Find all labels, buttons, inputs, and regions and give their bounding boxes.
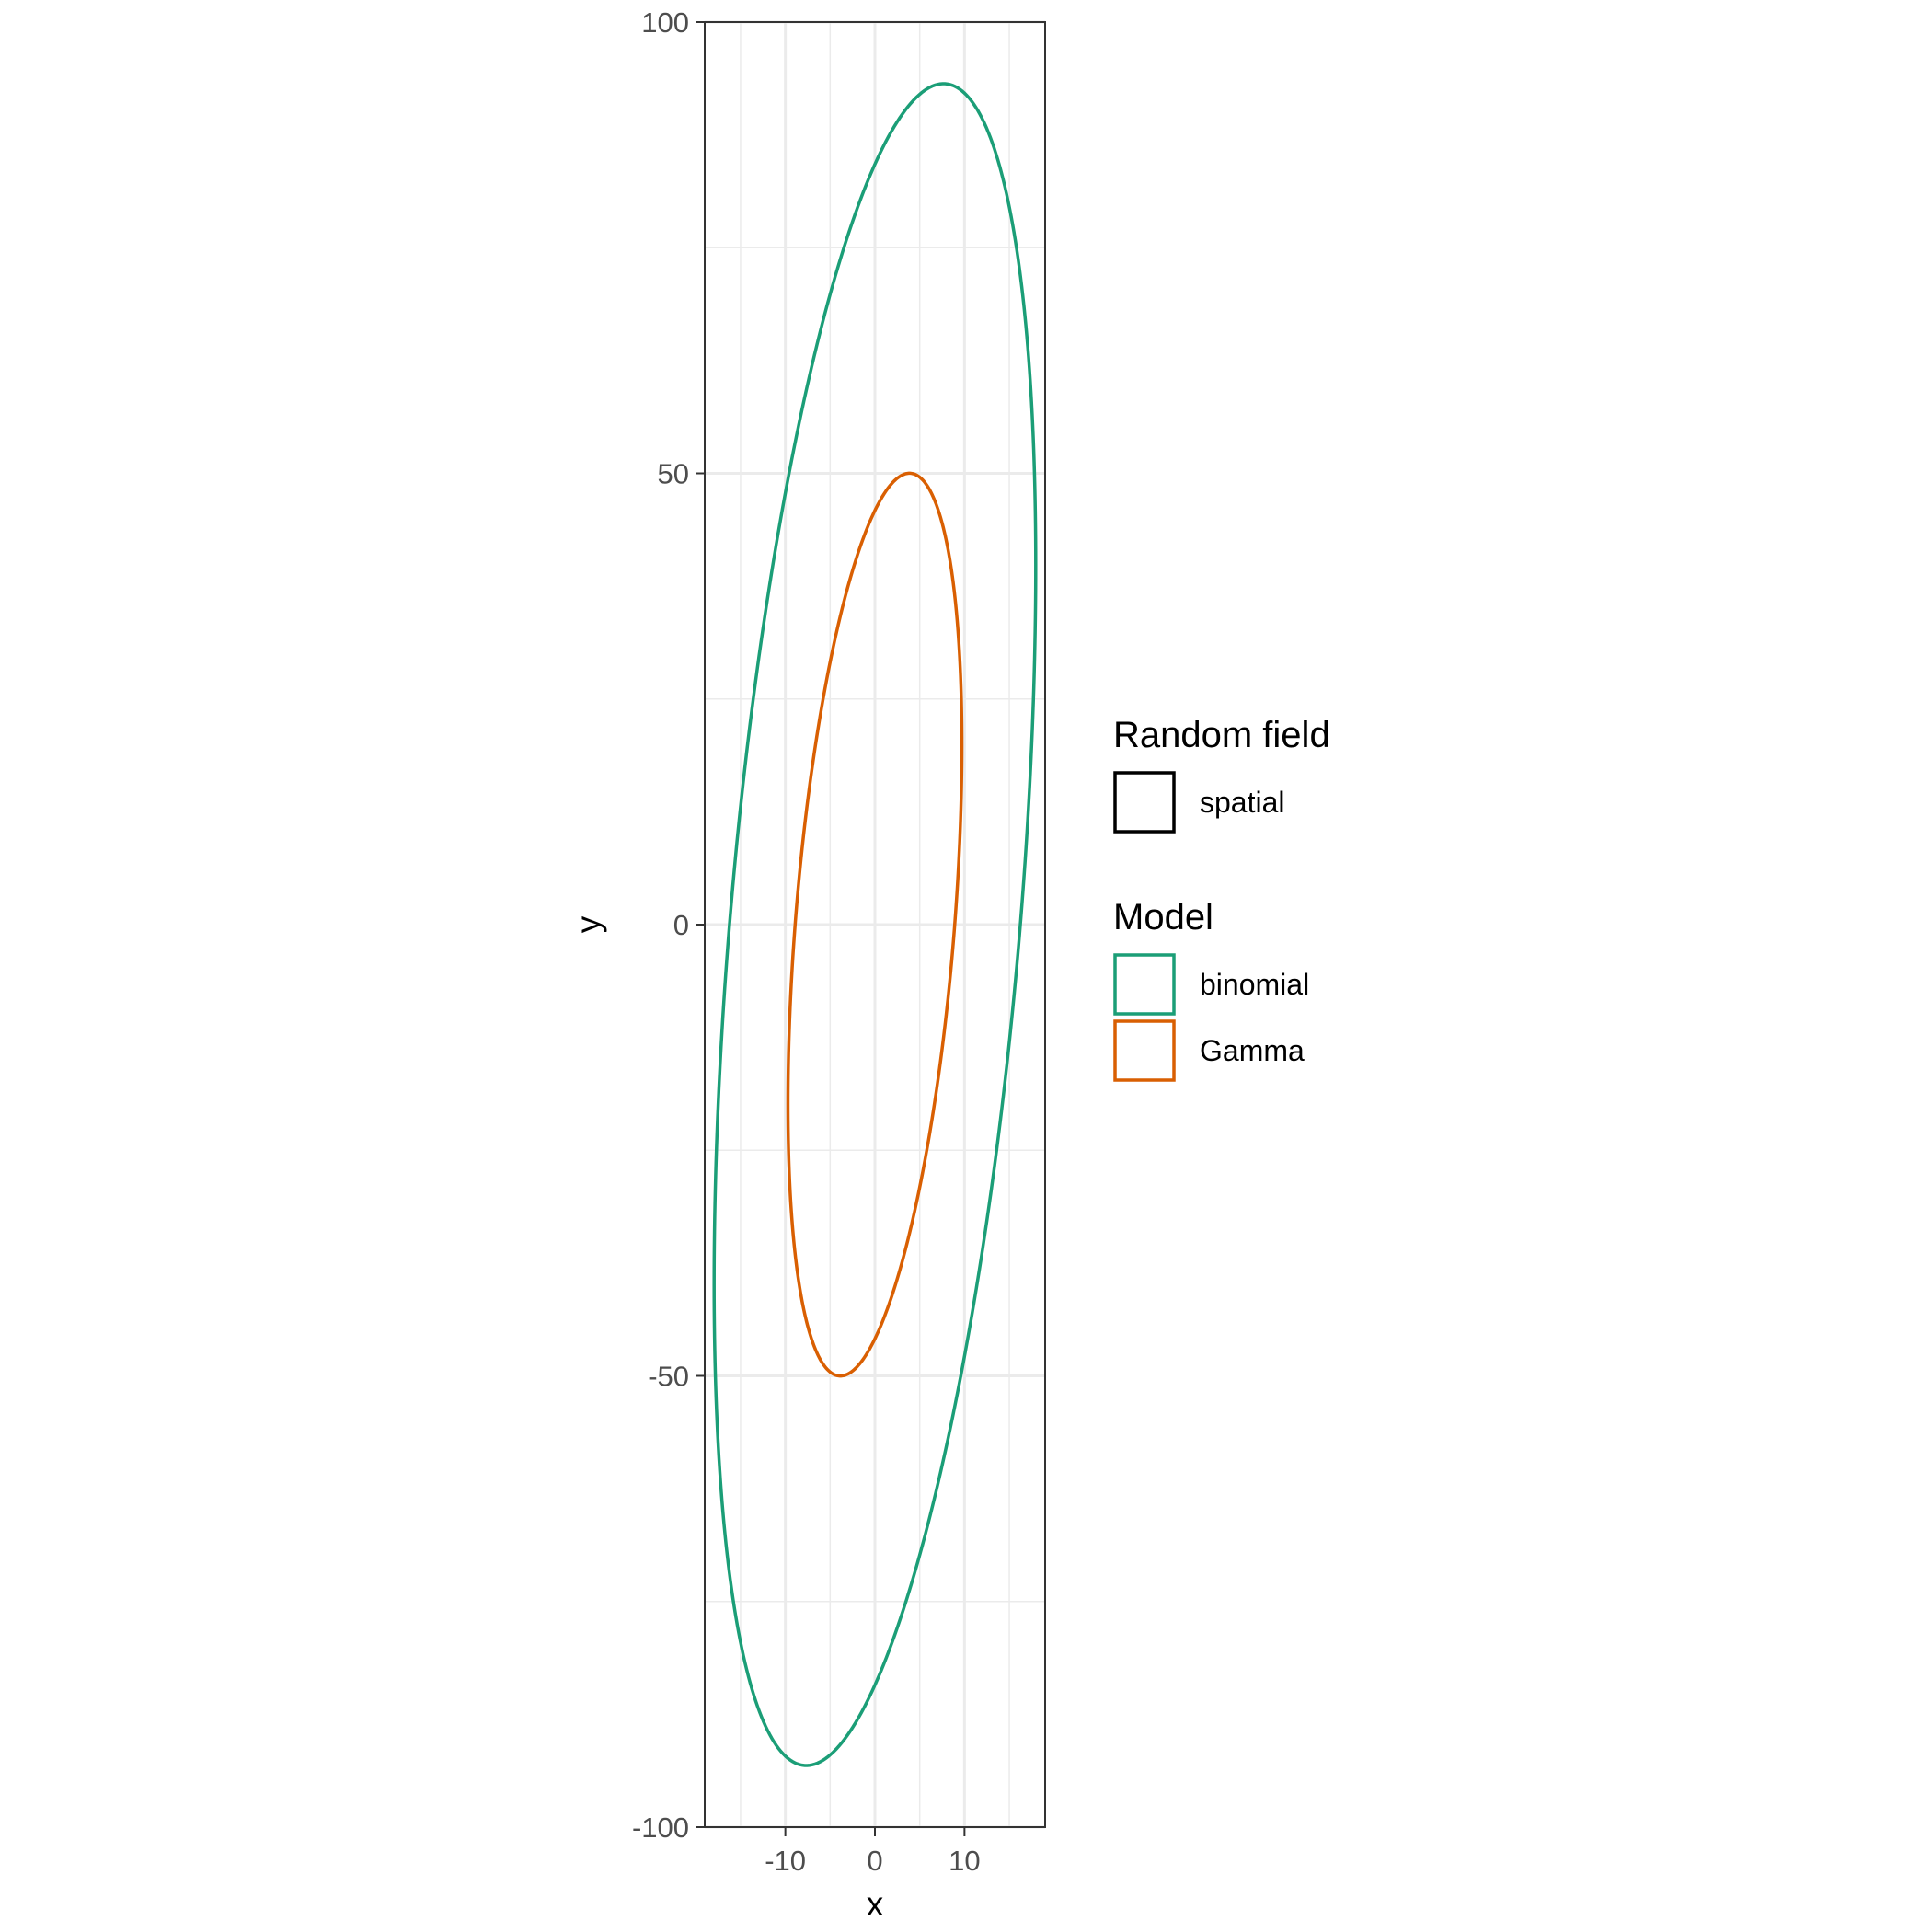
x-tick-label: 0 <box>867 1845 882 1877</box>
x-tick-label: 10 <box>949 1845 980 1877</box>
legend-key-spatial <box>1113 771 1176 834</box>
y-tick-label: -50 <box>648 1361 689 1393</box>
legend-key-binomial <box>1113 953 1176 1016</box>
legend: Random field spatial Model binomial Gamma <box>1113 715 1330 1082</box>
grid <box>705 20 1045 1829</box>
y-tick-label: 50 <box>658 458 689 490</box>
series-layer <box>712 82 1038 1767</box>
legend-title: Model <box>1113 897 1213 937</box>
x-axis-title: x <box>867 1885 884 1923</box>
y-tick-label: -100 <box>632 1811 689 1844</box>
legend-label: Gamma <box>1200 1034 1305 1067</box>
y-axis-title: y <box>569 915 607 933</box>
legend-label: binomial <box>1200 968 1309 1001</box>
series-binomial-ellipse <box>712 82 1038 1767</box>
x-tick-label: -10 <box>765 1845 806 1877</box>
legend-key-gamma <box>1113 1019 1176 1082</box>
legend-title: Random field <box>1113 715 1330 755</box>
y-tick-label: 0 <box>673 909 689 941</box>
series-gamma-ellipse <box>786 471 964 1378</box>
legend-label: spatial <box>1200 786 1285 819</box>
y-tick-label: 100 <box>641 6 689 39</box>
